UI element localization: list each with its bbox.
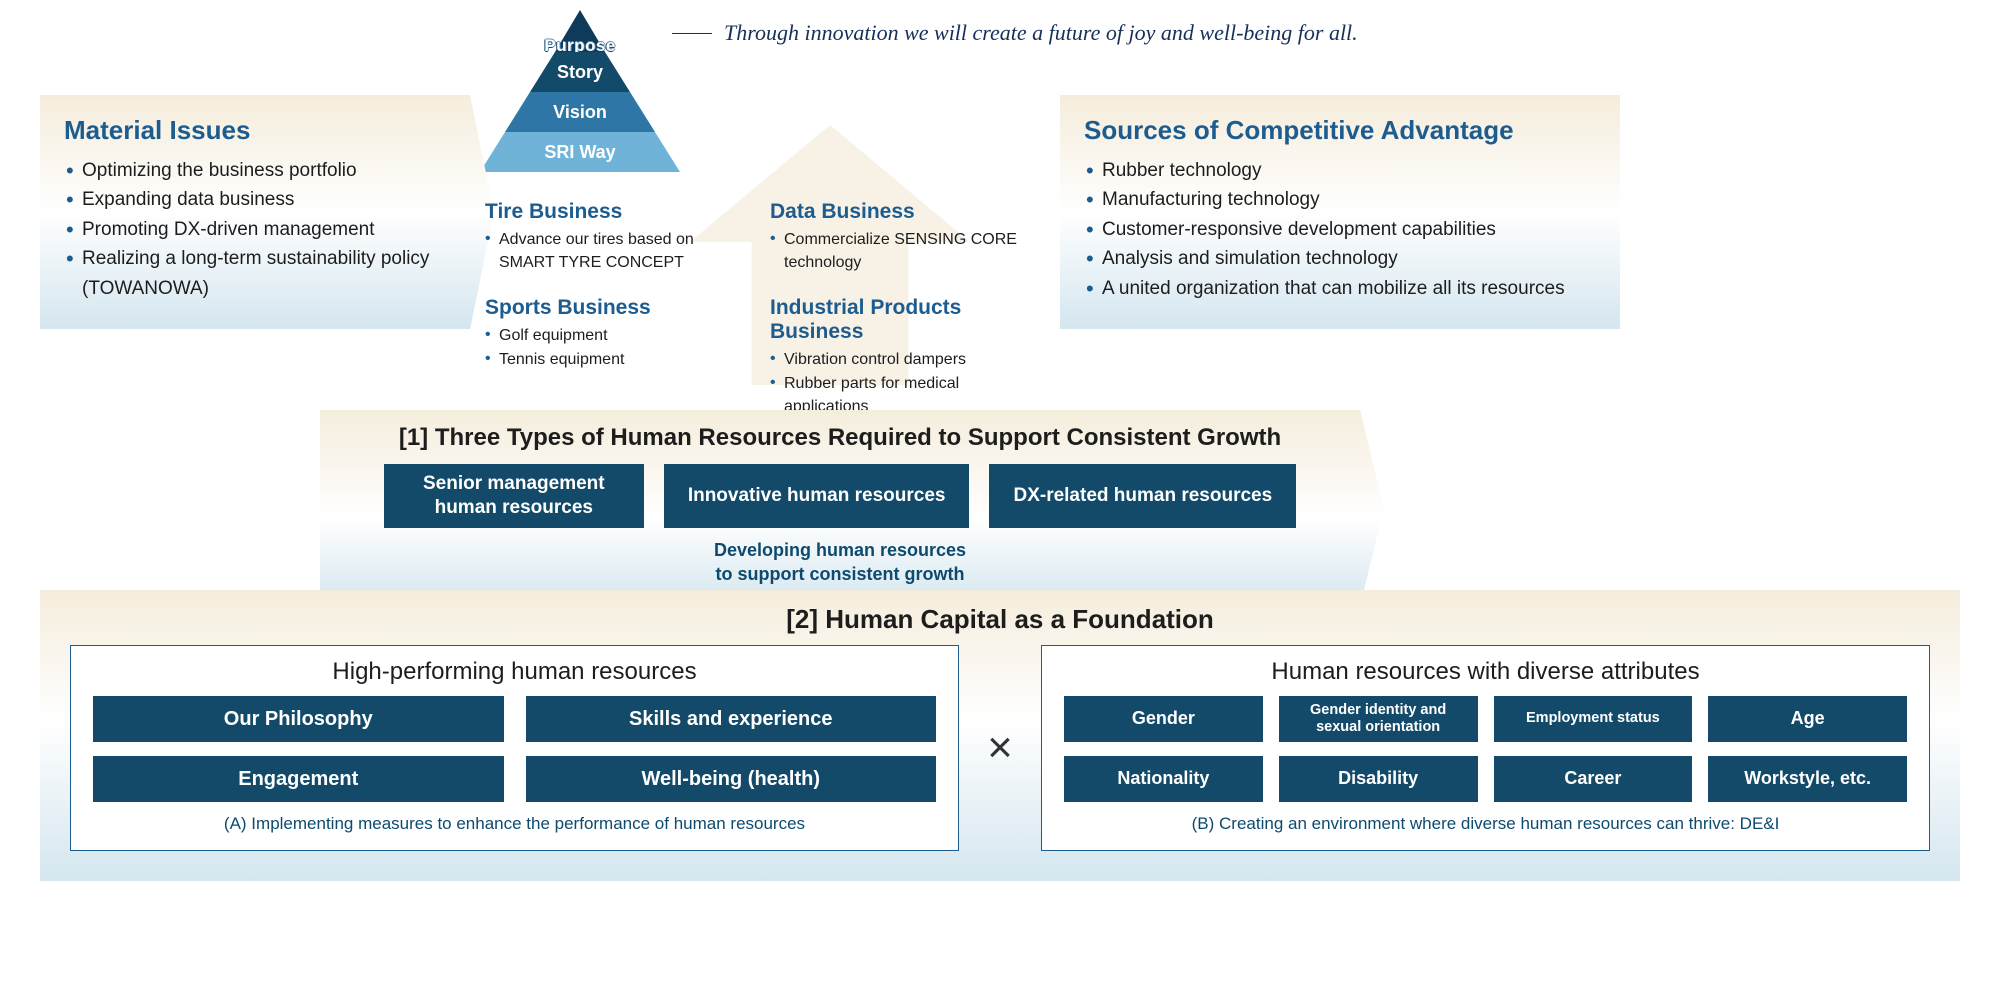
material-issues-list: Optimizing the business portfolioExpandi… [64,156,446,303]
list-item: Rubber technology [1084,156,1596,185]
business-block: Sports Business Golf equipmentTennis equi… [485,296,740,418]
high-performing-grid: Our Philosophy Skills and experience Engag… [93,696,936,802]
section-2: [2] Human Capital as a Foundation High-p… [40,590,1960,881]
attribute-tag: Skills and experience [526,696,937,742]
business-title: Tire Business [485,200,740,224]
section-1-sub: Developing human resourcesto support con… [350,538,1330,587]
business-columns: Tire Business Advance our tires based on … [485,200,1025,418]
caption-a: (A) Implementing measures to enhance the… [93,814,936,834]
high-performing-title: High-performing human resources [93,658,936,686]
business-items: Commercialize SENSING CORE technology [770,228,1025,274]
top-area: Purpose Story Vision SRI Way Through inn… [0,0,2000,400]
hr-type-pill: Innovative human resources [664,464,970,528]
diverse-attributes-panel: Human resources with diverse attributes … [1041,645,1930,851]
business-items: Golf equipmentTennis equipment [485,324,740,370]
diverse-attributes-grid: Gender Gender identity and sexual orienta… [1064,696,1907,802]
caption-b: (B) Creating an environment where divers… [1064,814,1907,834]
list-item: Tennis equipment [485,348,740,371]
pyramid-layer-story: Story [530,52,630,92]
material-issues-panel: Material Issues Optimizing the business … [40,95,470,329]
list-item: Advance our tires based on SMART TYRE CO… [485,228,740,274]
pyramid-layer-vision: Vision [505,92,655,132]
section-2-title: [2] Human Capital as a Foundation [70,604,1930,635]
attribute-tag: Gender [1064,696,1263,742]
attribute-tag: Workstyle, etc. [1708,756,1907,802]
material-issues-title: Material Issues [64,115,446,146]
connector-line [672,33,712,34]
competitive-list: Rubber technologyManufacturing technolog… [1084,156,1596,303]
section-1: [1] Three Types of Human Resources Requi… [320,410,1360,606]
list-item: Manufacturing technology [1084,185,1596,214]
business-block: Industrial Products BusinessVibration co… [770,296,1025,418]
purpose-pyramid: Purpose Story Vision SRI Way [480,10,680,180]
competitive-panel: Sources of Competitive Advantage Rubber … [1060,95,1620,329]
hr-type-pill: Senior managementhuman resources [384,464,644,528]
attribute-tag: Our Philosophy [93,696,504,742]
business-items: Advance our tires based on SMART TYRE CO… [485,228,740,274]
hr-type-row: Senior managementhuman resources Innovati… [350,464,1330,528]
business-title: Sports Business [485,296,740,320]
list-item: Golf equipment [485,324,740,347]
hr-type-pill: DX-related human resources [989,464,1296,528]
diverse-attributes-title: Human resources with diverse attributes [1064,658,1907,686]
list-item: Expanding data business [64,185,446,214]
attribute-tag: Gender identity and sexual orientation [1279,696,1478,742]
high-performing-panel: High-performing human resources Our Phil… [70,645,959,851]
attribute-tag: Employment status [1494,696,1693,742]
list-item: Analysis and simulation technology [1084,244,1596,273]
list-item: Optimizing the business portfolio [64,156,446,185]
list-item: Vibration control dampers [770,348,1025,371]
attribute-tag: Engagement [93,756,504,802]
list-item: A united organization that can mobilize … [1084,274,1596,303]
pyramid-layer-sriway: SRI Way [480,132,680,172]
business-block: Data Business Commercialize SENSING CORE … [770,200,1025,274]
attribute-tag: Age [1708,696,1907,742]
cross-icon: × [977,726,1023,770]
section-1-title: [1] Three Types of Human Resources Requi… [350,424,1330,452]
attribute-tag: Well-being (health) [526,756,937,802]
attribute-tag: Disability [1279,756,1478,802]
purpose-tagline: Through innovation we will create a futu… [660,20,1358,46]
competitive-title: Sources of Competitive Advantage [1084,115,1596,146]
business-items: Vibration control dampersRubber parts fo… [770,348,1025,418]
business-title: Data Business [770,200,1025,224]
purpose-tagline-text: Through innovation we will create a futu… [724,20,1358,46]
list-item: Customer-responsive development capabili… [1084,215,1596,244]
attribute-tag: Nationality [1064,756,1263,802]
list-item: Promoting DX-driven management [64,215,446,244]
list-item: Commercialize SENSING CORE technology [770,228,1025,274]
attribute-tag: Career [1494,756,1693,802]
list-item: Realizing a long-term sustainability pol… [64,244,446,303]
business-title: Industrial Products Business [770,296,1025,344]
business-block: Tire Business Advance our tires based on … [485,200,740,274]
